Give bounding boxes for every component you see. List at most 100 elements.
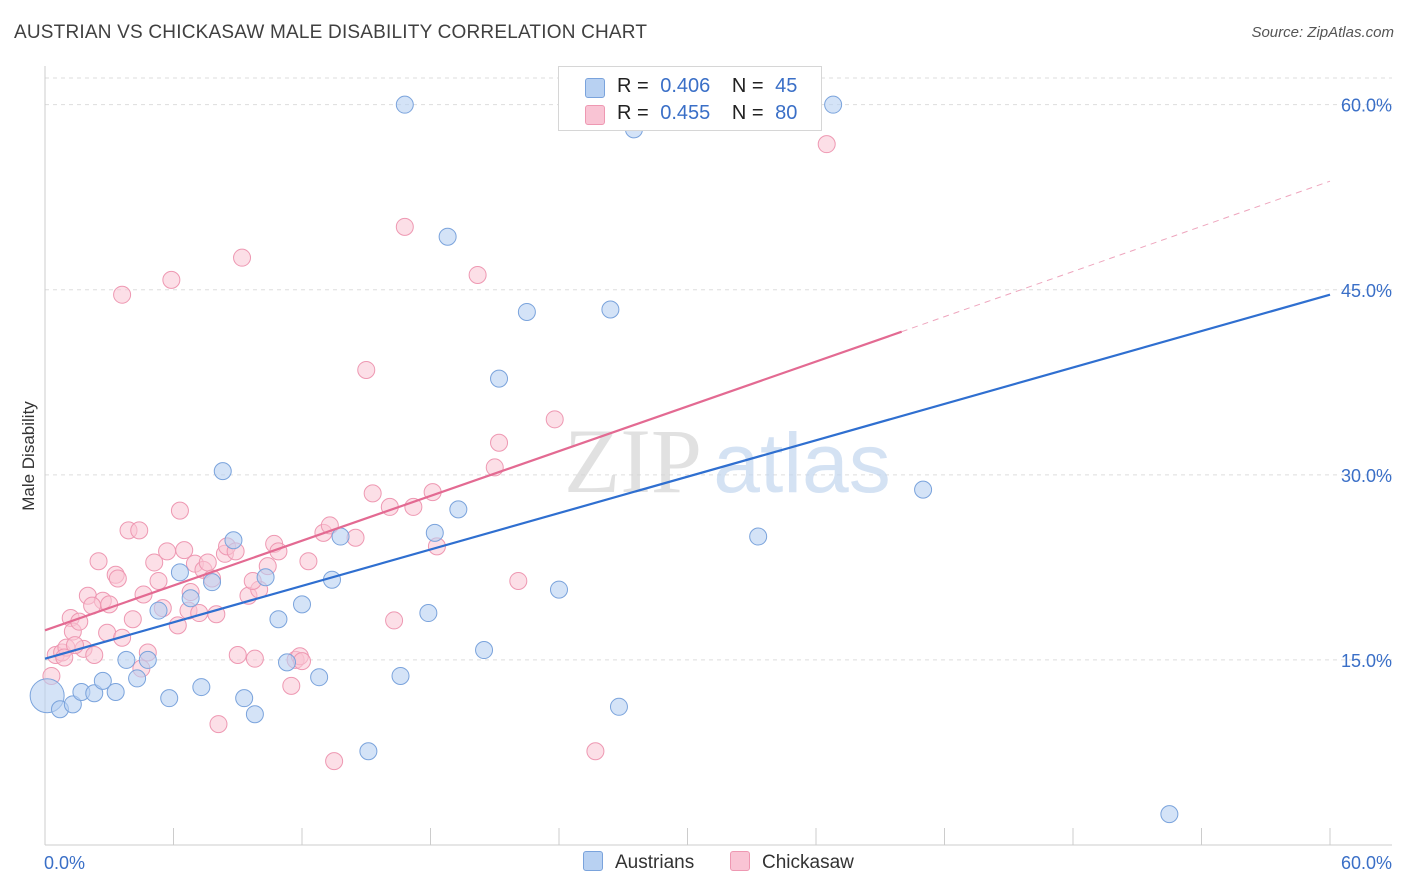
chickasaw-legend-swatch bbox=[730, 851, 750, 871]
austrians-legend-label: Austrians bbox=[615, 852, 695, 873]
watermark-zip: ZIP bbox=[564, 410, 702, 512]
chickasaw-point bbox=[85, 645, 104, 664]
chickasaw-point bbox=[145, 553, 164, 572]
austrians-point bbox=[425, 523, 444, 542]
austrians-point bbox=[63, 695, 82, 714]
chickasaw-point bbox=[113, 285, 132, 304]
chickasaw-point bbox=[228, 645, 247, 664]
austrians-point bbox=[490, 369, 509, 388]
chickasaw-point bbox=[158, 542, 177, 561]
chickasaw-point bbox=[490, 433, 509, 452]
trend-lines bbox=[44, 180, 1331, 660]
chickasaw-point bbox=[357, 360, 376, 379]
austrians-point bbox=[609, 697, 628, 716]
chickasaw-point bbox=[162, 270, 181, 289]
austrians-point bbox=[170, 563, 189, 582]
austrians-point bbox=[391, 666, 410, 685]
austrians-point bbox=[106, 683, 125, 701]
chickasaw-point bbox=[385, 611, 404, 630]
stats-legend: R = 0.406 N = 45 R = 0.455 N = 80 bbox=[558, 66, 822, 131]
x-tick-label: 60.0% bbox=[1341, 853, 1392, 873]
austrians-point bbox=[203, 573, 222, 592]
legend-r-value-austrians: 0.406 bbox=[660, 75, 711, 97]
austrians-point bbox=[438, 227, 457, 246]
austrians-point bbox=[138, 650, 157, 669]
chickasaw-point bbox=[89, 552, 108, 571]
chickasaw-swatch bbox=[585, 105, 605, 125]
austrians-point bbox=[517, 302, 536, 321]
chickasaw-point bbox=[123, 610, 142, 629]
austrians-point bbox=[149, 601, 168, 620]
austrians-point bbox=[235, 689, 254, 708]
austrians-point bbox=[601, 300, 620, 319]
austrians-point bbox=[749, 527, 768, 546]
austrians-point bbox=[824, 95, 843, 114]
y-tick-label: 45.0% bbox=[1341, 281, 1392, 301]
chickasaw-point bbox=[363, 484, 382, 503]
chickasaw-trend-line bbox=[44, 330, 903, 632]
chickasaw-point bbox=[817, 135, 836, 154]
chickasaw-trend-extension bbox=[901, 180, 1331, 333]
y-tick-label: 60.0% bbox=[1341, 96, 1392, 116]
austrians-point bbox=[93, 671, 112, 690]
legend-n-value-chickasaw: 80 bbox=[775, 102, 798, 124]
austrians-point bbox=[914, 480, 933, 499]
austrians-point bbox=[213, 462, 232, 481]
austrians-point bbox=[192, 678, 211, 697]
chickasaw-point bbox=[293, 652, 311, 671]
chickasaw-point bbox=[545, 410, 564, 429]
legend-n-value-austrians: 45 bbox=[775, 75, 798, 97]
austrians-point bbox=[475, 641, 494, 660]
tick-labels: 15.0% 30.0% 45.0% 60.0% 0.0% 60.0% bbox=[44, 96, 1392, 873]
chickasaw-point bbox=[245, 649, 264, 668]
chickasaw-point bbox=[170, 501, 189, 520]
watermark: ZIP atlas bbox=[564, 410, 891, 512]
chickasaw-point bbox=[149, 571, 168, 590]
watermark-atlas: atlas bbox=[713, 416, 890, 510]
legend-r-label: R = bbox=[617, 75, 649, 97]
chickasaw-point bbox=[198, 553, 217, 572]
austrians-point bbox=[85, 684, 104, 703]
chickasaw-point bbox=[325, 752, 344, 771]
austrians-point bbox=[550, 580, 568, 599]
chickasaw-point bbox=[55, 648, 74, 667]
austrians-point bbox=[1160, 805, 1179, 824]
bottom-legend-austrians: Austrians bbox=[583, 851, 694, 874]
chickasaw-point bbox=[299, 552, 318, 571]
austrians-point bbox=[449, 500, 468, 519]
austrians-point bbox=[278, 653, 297, 672]
chart-source: Source: ZipAtlas.com bbox=[1251, 24, 1394, 41]
axes bbox=[44, 66, 1392, 846]
legend-n-label: N = bbox=[731, 75, 764, 97]
chickasaw-point bbox=[586, 742, 605, 761]
y-axis-label: Male Disability bbox=[19, 401, 38, 511]
austrians-legend-swatch bbox=[583, 851, 603, 871]
chickasaw-point bbox=[346, 528, 365, 547]
chickasaw-point bbox=[134, 585, 153, 604]
austrians-point bbox=[181, 589, 200, 608]
austrians-point bbox=[395, 95, 414, 114]
austrians-point bbox=[245, 705, 264, 724]
chickasaw-point bbox=[509, 571, 528, 590]
chickasaw-point bbox=[175, 541, 194, 560]
bottom-legend-chickasaw: Chickasaw bbox=[730, 851, 854, 874]
austrians-point bbox=[359, 742, 378, 761]
chickasaw-point bbox=[282, 676, 301, 695]
austrians-trend-line bbox=[44, 293, 1331, 660]
chickasaw-point bbox=[108, 569, 127, 588]
chickasaw-point bbox=[168, 616, 187, 635]
chickasaw-point bbox=[130, 521, 149, 540]
austrians-swatch bbox=[585, 78, 605, 98]
austrians-point bbox=[419, 604, 438, 623]
austrians-point bbox=[269, 610, 288, 629]
austrians-point bbox=[331, 527, 350, 546]
austrians-points bbox=[29, 95, 1179, 824]
chickasaw-point bbox=[209, 715, 228, 734]
austrians-point bbox=[128, 669, 147, 688]
austrians-point bbox=[256, 568, 275, 587]
austrians-point bbox=[224, 531, 243, 550]
x-tick-label: 0.0% bbox=[44, 853, 85, 873]
legend-r-value-chickasaw: 0.455 bbox=[660, 102, 711, 124]
chart-title: AUSTRIAN VS CHICKASAW MALE DISABILITY CO… bbox=[14, 22, 648, 43]
